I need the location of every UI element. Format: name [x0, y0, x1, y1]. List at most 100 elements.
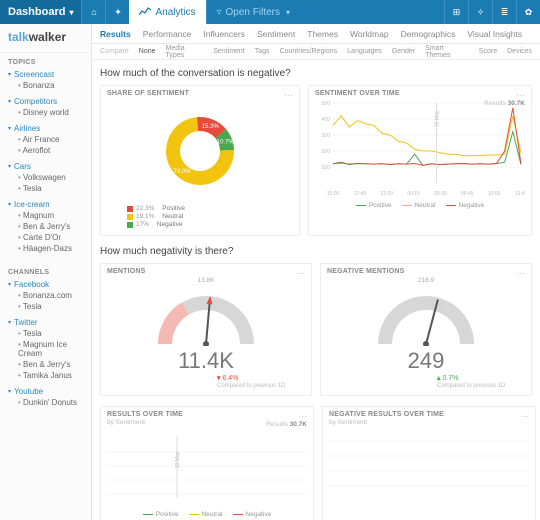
channel-item[interactable]: Magnum Ice Cream — [18, 339, 85, 359]
compare-item[interactable]: Smart Themes — [425, 45, 469, 59]
dashboard-menu[interactable]: Dashboard ▾ — [0, 0, 81, 24]
channel-item[interactable]: Tamika Janus — [18, 370, 85, 381]
gear-icon[interactable]: ✿ — [516, 0, 540, 24]
topic-group[interactable]: Cars — [8, 161, 85, 172]
tab-analytics[interactable]: Analytics — [129, 0, 205, 24]
topic-item[interactable]: Magnum — [18, 210, 85, 221]
card-menu-icon[interactable]: ⋯ — [296, 268, 305, 279]
content: How much of the conversation is negative… — [92, 60, 540, 520]
subnav-item[interactable]: Sentiment — [257, 29, 295, 39]
channel-item[interactable]: Bonanza.com — [18, 290, 85, 301]
subnav-item[interactable]: Demographics — [401, 29, 456, 39]
topic-item[interactable]: Volkswagen — [18, 172, 85, 183]
gauge-diff: ▴ 0.7% Compared to previous 1D — [327, 374, 525, 389]
donut-legend: 22.3% Positive19.1% Neutral17% Negative — [127, 205, 293, 228]
svg-text:100: 100 — [322, 165, 331, 171]
channels-heading: CHANNELS — [8, 269, 85, 276]
card-title: SHARE OF SENTIMENT — [107, 90, 293, 97]
compare-item[interactable]: Tags — [255, 48, 270, 55]
analytics-icon — [139, 7, 151, 17]
card-menu-icon[interactable]: ⋯ — [284, 90, 293, 101]
compare-item[interactable]: Countries/Regions — [280, 48, 338, 55]
card-negative-results-over-time: ⋯ NEGATIVE RESULTS OVER TIME by Sentimen… — [322, 406, 536, 520]
card-results-over-time: ⋯ RESULTS OVER TIME by Sentiment Results… — [100, 406, 314, 520]
svg-text:74.0%: 74.0% — [174, 169, 192, 175]
subnav-item[interactable]: Influencers — [203, 29, 245, 39]
card-title: MENTIONS — [107, 268, 305, 275]
line-chart-empty — [329, 426, 529, 506]
card-title: RESULTS OVER TIME — [107, 411, 307, 418]
topic-item[interactable]: Tesla — [18, 183, 85, 194]
topic-item[interactable]: Air France — [18, 134, 85, 145]
svg-text:17:45: 17:45 — [354, 191, 367, 197]
channel-group[interactable]: Facebook — [8, 279, 85, 290]
rocket-icon[interactable]: ✦ — [105, 0, 129, 24]
svg-text:06:45: 06:45 — [461, 191, 474, 197]
subnav-item[interactable]: Results — [100, 29, 131, 39]
grid-icon[interactable]: ⊞ — [444, 0, 468, 24]
bulb-icon[interactable]: ✧ — [468, 0, 492, 24]
svg-text:10.7%: 10.7% — [217, 139, 235, 145]
subnav-item[interactable]: Worldmap — [350, 29, 389, 39]
compare-item[interactable]: Sentiment — [213, 48, 245, 55]
topic-group[interactable]: Competitors — [8, 96, 85, 107]
channel-item[interactable]: Dunkin' Donuts — [18, 397, 85, 408]
main: Results Performance Influencers Sentiment Th… — [92, 24, 540, 520]
card-mentions: ⋯ MENTIONS 13.8K 11.4K ▾ 6.4% Compared t… — [100, 263, 312, 396]
chart-legend: PositiveNeutralNegative — [315, 202, 525, 209]
filters-label: Open Filters — [226, 7, 280, 18]
results-count: Results 30.7K — [266, 421, 307, 428]
svg-text:12 May: 12 May — [175, 451, 181, 468]
channel-group[interactable]: Twitter — [8, 317, 85, 328]
svg-text:400: 400 — [322, 117, 331, 123]
card-share-of-sentiment: ⋯ SHARE OF SENTIMENT 10.7%74.0%15.3% 22.… — [100, 85, 300, 236]
question-2: How much negativity is there? — [100, 246, 532, 257]
compare-item[interactable]: Gender — [392, 48, 415, 55]
subnav-item[interactable]: Themes — [307, 29, 338, 39]
topic-item[interactable]: Ben & Jerry's — [18, 221, 85, 232]
svg-text:200: 200 — [322, 149, 331, 155]
topic-group[interactable]: Airlines — [8, 123, 85, 134]
svg-text:500: 500 — [322, 101, 331, 107]
subnav-item[interactable]: Performance — [143, 29, 192, 39]
open-filters[interactable]: ▿ Open Filters ▾ — [206, 0, 301, 24]
svg-text:15:00: 15:00 — [327, 191, 340, 197]
topbar: Dashboard ▾ ⌂ ✦ Analytics ▿ Open Filters… — [0, 0, 540, 24]
svg-text:21:00: 21:00 — [380, 191, 393, 197]
compare-item[interactable]: None — [139, 48, 156, 55]
gauge-peak: 13.8K — [107, 277, 305, 284]
compare-item[interactable]: Media Types — [166, 45, 204, 59]
gauge-value: 249 — [408, 348, 445, 373]
subnav: Results Performance Influencers Sentiment Th… — [92, 24, 540, 44]
card-menu-icon[interactable]: ⋯ — [516, 268, 525, 279]
topic-group[interactable]: Screencast — [8, 69, 85, 80]
topic-item[interactable]: Häagen-Dazs — [18, 243, 85, 254]
topic-item[interactable]: Carte D'Or — [18, 232, 85, 243]
svg-text:13:45: 13:45 — [515, 191, 525, 197]
topic-item[interactable]: Disney world — [18, 107, 85, 118]
subnav-item[interactable]: Visual Insights — [467, 29, 522, 39]
topic-group[interactable]: Ice-cream — [8, 199, 85, 210]
compare-label: Compare — [100, 48, 129, 55]
svg-text:03:30: 03:30 — [434, 191, 447, 197]
card-negative-mentions: ⋯ NEGATIVE MENTIONS 218.9 249 ▴ 0.7% Com… — [320, 263, 532, 396]
topic-item[interactable]: Aeroflot — [18, 145, 85, 156]
compare-item[interactable]: Score — [479, 48, 497, 55]
compare-item[interactable]: Languages — [347, 48, 382, 55]
card-title: NEGATIVE MENTIONS — [327, 268, 525, 275]
card-title: NEGATIVE RESULTS OVER TIME — [329, 411, 529, 418]
channel-item[interactable]: Ben & Jerry's — [18, 359, 85, 370]
topic-item[interactable]: Bonanza — [18, 80, 85, 91]
topics-heading: TOPICS — [8, 59, 85, 66]
card-menu-icon[interactable]: ⋯ — [520, 411, 529, 422]
card-title: SENTIMENT OVER TIME — [315, 90, 525, 97]
list-icon[interactable]: ≣ — [492, 0, 516, 24]
compare-item[interactable]: Devices — [507, 48, 532, 55]
channel-group[interactable]: Youtube — [8, 386, 85, 397]
compare-bar: Compare None Media Types Sentiment Tags Count… — [92, 44, 540, 60]
chevron-down-icon: ▾ — [69, 8, 73, 17]
channel-item[interactable]: Tesla — [18, 328, 85, 339]
home-icon[interactable]: ⌂ — [81, 0, 105, 24]
channel-item[interactable]: Tesla — [18, 301, 85, 312]
question-1: How much of the conversation is negative… — [100, 68, 532, 79]
